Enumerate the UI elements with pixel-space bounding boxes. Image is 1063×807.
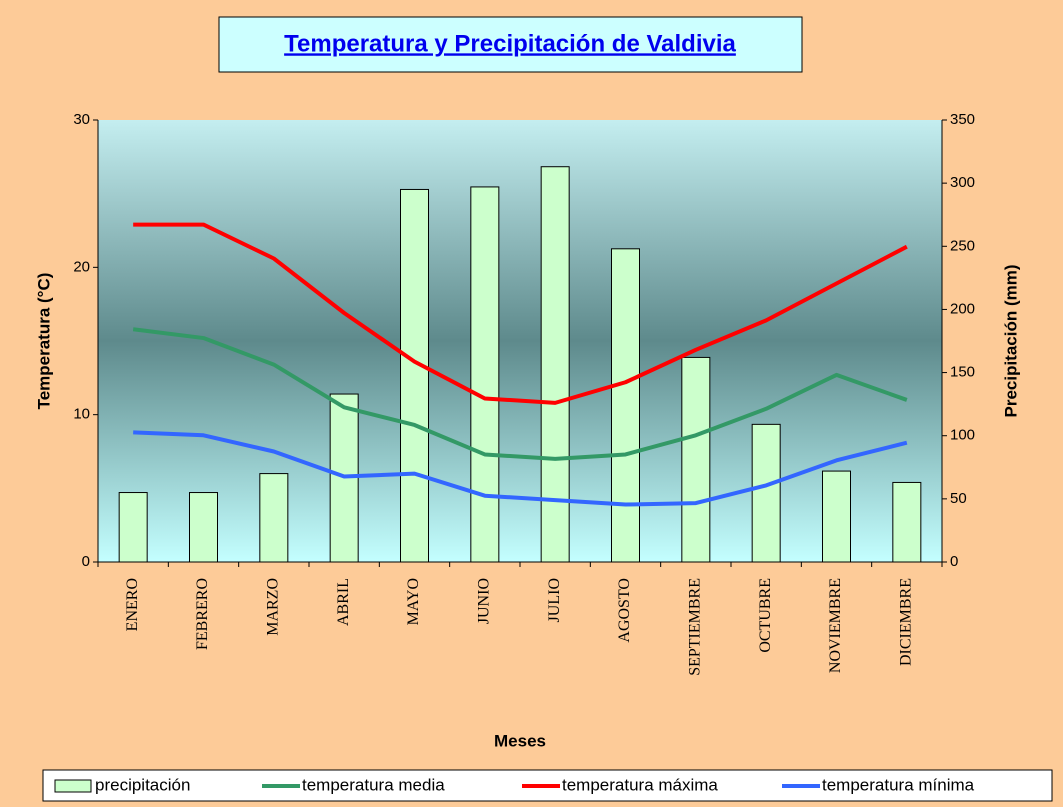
bar bbox=[400, 188, 429, 563]
bar bbox=[189, 492, 218, 563]
y2-tick-label: 200 bbox=[950, 300, 975, 317]
x-tick-label: OCTUBRE bbox=[757, 578, 774, 653]
y-axis-label: Temperatura (°C) bbox=[34, 273, 53, 410]
line bbox=[132, 327, 908, 461]
y-tick-label: 10 bbox=[73, 406, 90, 423]
x-tick-label: SEPTIEMBRE bbox=[687, 578, 704, 676]
bar bbox=[822, 470, 851, 563]
bar bbox=[259, 473, 289, 563]
x-tick-label: DICIEMBRE bbox=[898, 578, 915, 666]
y2-tick-label: 350 bbox=[950, 111, 975, 128]
y2-tick-label: 50 bbox=[950, 490, 967, 507]
x-tick-label: MAYO bbox=[405, 578, 422, 625]
legend-label: temperatura mínima bbox=[822, 775, 975, 794]
y2-axis-label: Precipitación (mm) bbox=[1001, 264, 1020, 417]
chart-title: Temperatura y Precipitación de Valdivia bbox=[284, 30, 736, 57]
title-box bbox=[218, 16, 803, 73]
y2-tick-label: 150 bbox=[950, 364, 975, 381]
bar bbox=[118, 492, 148, 563]
legend-label: precipitación bbox=[95, 775, 190, 794]
bar bbox=[611, 248, 640, 563]
y-tick-label: 0 bbox=[82, 553, 90, 570]
x-tick-label: MARZO bbox=[265, 578, 282, 636]
bar bbox=[751, 423, 781, 563]
bar bbox=[681, 356, 711, 563]
legend-swatch bbox=[54, 779, 92, 793]
legend-label: temperatura máxima bbox=[562, 775, 718, 794]
y2-tick-label: 100 bbox=[950, 427, 975, 444]
bar bbox=[540, 166, 570, 563]
plot-area bbox=[98, 120, 942, 562]
line bbox=[133, 430, 908, 507]
bar bbox=[892, 481, 922, 563]
bar bbox=[470, 186, 500, 563]
x-tick-label: JUNIO bbox=[476, 578, 493, 624]
x-tick-label: FEBRERO bbox=[194, 578, 211, 650]
x-tick-label: AGOSTO bbox=[616, 578, 633, 643]
y-tick-label: 20 bbox=[73, 258, 90, 275]
x-tick-label: ABRIL bbox=[335, 578, 352, 626]
y2-tick-label: 0 bbox=[950, 553, 958, 570]
y-tick-label: 30 bbox=[73, 111, 90, 128]
line bbox=[133, 222, 908, 405]
x-axis-label: Meses bbox=[494, 731, 546, 750]
x-tick-label: JULIO bbox=[546, 578, 563, 622]
y2-tick-label: 300 bbox=[950, 174, 975, 191]
x-tick-label: NOVIEMBRE bbox=[827, 578, 844, 673]
y2-tick-label: 250 bbox=[950, 237, 975, 254]
x-tick-label: ENERO bbox=[124, 578, 141, 631]
legend-label: temperatura media bbox=[302, 775, 445, 794]
